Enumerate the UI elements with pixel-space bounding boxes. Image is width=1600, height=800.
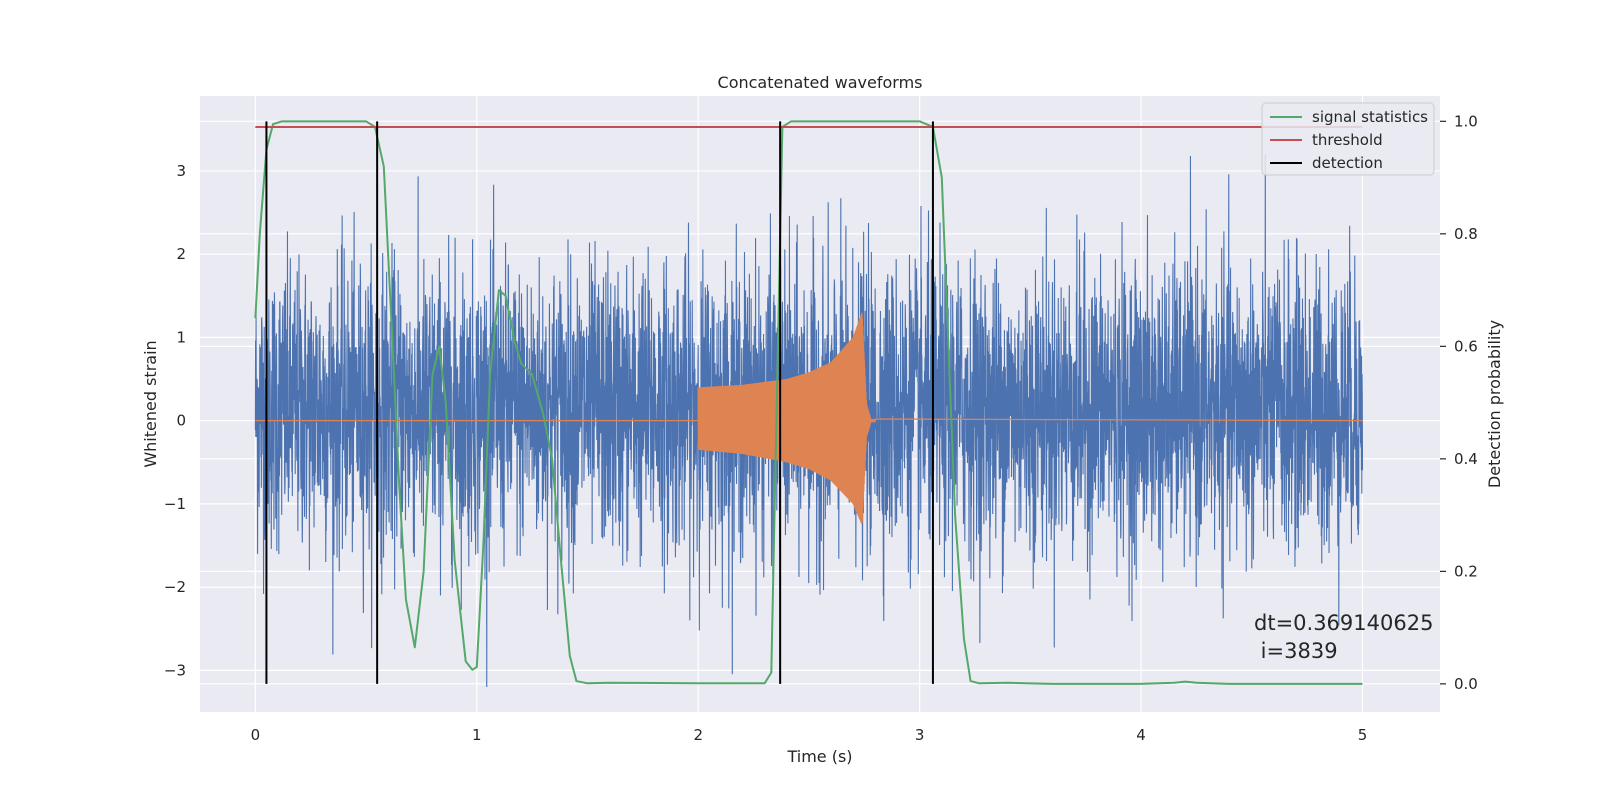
annotation-index: i=3839 [1254,639,1338,663]
y-tick-label: −2 [164,578,186,596]
y-tick-label: 2 [176,245,186,263]
x-axis-label: Time (s) [786,747,852,766]
statistics-line [254,120,1363,685]
y2-axis-label: Detection probability [1485,320,1504,488]
y-axis-label: Whitened strain [141,340,160,467]
y-tick-label: −1 [164,495,186,513]
legend-label: signal statistics [1312,108,1428,126]
x-tick-label: 4 [1136,726,1146,744]
y2-tick-label: 0.8 [1454,225,1478,243]
y-tick-label: 3 [176,162,186,180]
legend-box [1261,102,1435,176]
axis-ticks: 0 1 2 3 4 5 −3 −2 −1 0 1 2 3 0.0 0.2 0.4 0.6 0.8 1.0 [164,112,1478,744]
y2-tick-label: 0.0 [1454,675,1478,693]
x-tick-label: 0 [251,726,261,744]
detection-series [265,121,934,684]
y-tick-label: −3 [164,661,186,679]
y2-tick-label: 0.4 [1454,450,1478,468]
y2-tick-label: 1.0 [1454,112,1478,130]
x-tick-label: 5 [1358,726,1368,744]
y2-tick-label: 0.6 [1454,337,1478,355]
legend-label: detection [1312,154,1383,172]
x-tick-label: 2 [693,726,703,744]
x-tick-label: 3 [915,726,925,744]
chart-title: Concatenated waveforms [718,73,923,92]
x-tick-label: 1 [472,726,482,744]
legend-label: threshold [1312,131,1383,149]
y2-tick-label: 0.2 [1454,562,1478,580]
y-tick-label: 1 [176,328,186,346]
injection-series [255,312,1363,525]
legend: signal statistics threshold detection [1261,102,1435,176]
injection-line [255,312,1363,525]
y-tick-label: 0 [176,412,186,430]
annotation-dt: dt=0.369140625 [1254,611,1433,635]
statistics-series [254,120,1363,685]
